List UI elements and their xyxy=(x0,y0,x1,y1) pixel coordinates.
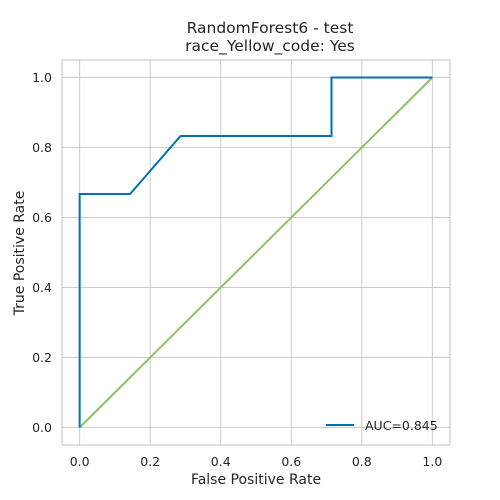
y-axis-ticks: 0.0 0.2 0.4 0.6 0.8 1.0 xyxy=(32,70,52,435)
y-tick-label: 0.0 xyxy=(32,420,52,435)
x-tick-label: 0.8 xyxy=(352,454,372,469)
x-tick-label: 0.2 xyxy=(140,454,160,469)
x-axis-label: False Positive Rate xyxy=(191,472,321,488)
y-tick-label: 0.6 xyxy=(32,210,52,225)
x-tick-label: 0.6 xyxy=(281,454,301,469)
legend: AUC=0.845 xyxy=(326,418,438,433)
y-tick-label: 0.2 xyxy=(32,350,52,365)
x-tick-label: 0.4 xyxy=(211,454,231,469)
y-tick-label: 0.8 xyxy=(32,140,52,155)
y-axis-label: True Positive Rate xyxy=(12,191,28,317)
roc-curve-line xyxy=(78,76,433,428)
y-tick-label: 0.4 xyxy=(32,280,52,295)
legend-label: AUC=0.845 xyxy=(365,418,438,433)
chart-title: RandomForest6 - test xyxy=(187,19,354,37)
chance-diagonal-line xyxy=(78,76,434,429)
series-layer xyxy=(78,76,434,429)
chart-subtitle: race_Yellow_code: Yes xyxy=(185,37,355,56)
x-tick-label: 1.0 xyxy=(422,454,442,469)
x-tick-label: 0.0 xyxy=(70,454,90,469)
x-axis-ticks: 0.0 0.2 0.4 0.6 0.8 1.0 xyxy=(70,454,443,469)
y-tick-label: 1.0 xyxy=(32,70,52,85)
